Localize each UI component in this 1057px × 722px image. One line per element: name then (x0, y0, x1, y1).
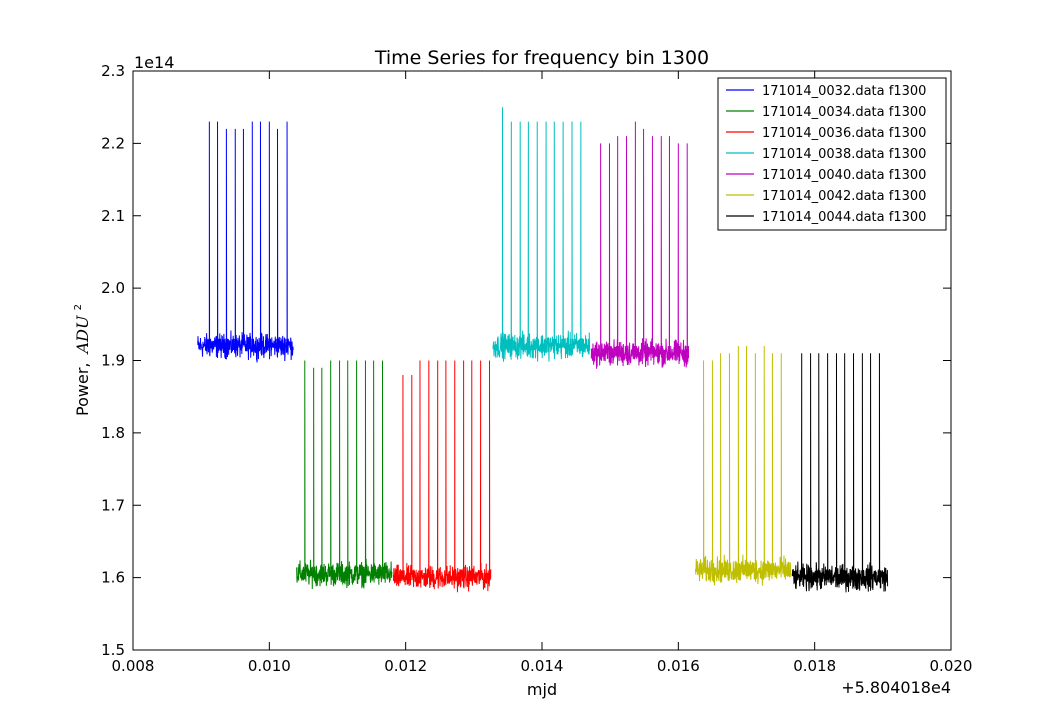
legend: 171014_0032.data f1300 171014_0034.data f… (717, 77, 947, 231)
y-multiplier-label: 1e14 (134, 53, 174, 72)
series-line-0 (197, 121, 294, 363)
x-tick-label: 0.010 (248, 657, 291, 675)
y-tick-label: 1.5 (101, 641, 125, 659)
y-axis-label: Power, ADU 2 (73, 304, 92, 416)
legend-label: 171014_0032.data f1300 (762, 84, 926, 99)
legend-box (717, 77, 947, 231)
legend-label: 171014_0044.data f1300 (762, 210, 926, 225)
series-line-1 (296, 360, 393, 590)
x-axis: 0.008 0.010 0.012 0.014 0.016 0.018 0.020 (112, 71, 973, 675)
x-axis-label: mjd (527, 680, 557, 699)
series-line-2 (392, 360, 492, 593)
legend-label: 171014_0038.data f1300 (762, 147, 926, 162)
x-tick-label: 0.014 (521, 657, 564, 675)
x-offset-label: +5.804018e4 (841, 678, 951, 697)
series-line-3 (492, 107, 591, 362)
legend-label: 171014_0034.data f1300 (762, 105, 926, 120)
y-axis: 1.5 1.6 1.7 1.8 1.9 2.0 2.1 2.2 2.3 (101, 62, 951, 659)
legend-label: 171014_0042.data f1300 (762, 189, 926, 204)
x-tick-label: 0.016 (657, 657, 700, 675)
y-tick-label: 2.2 (101, 134, 125, 152)
x-tick-label: 0.008 (112, 657, 155, 675)
y-axis-label-unit: ADU (73, 315, 92, 355)
y-tick-label: 2.1 (101, 207, 125, 225)
y-tick-label: 1.7 (101, 496, 125, 514)
y-tick-label: 1.9 (101, 352, 125, 370)
x-tick-label: 0.012 (384, 657, 427, 675)
plot-series (197, 107, 889, 593)
y-tick-label: 2.3 (101, 62, 125, 80)
series-line-5 (694, 346, 792, 586)
y-tick-label: 1.8 (101, 424, 125, 442)
x-tick-label: 0.018 (793, 657, 836, 675)
series-line-6 (791, 353, 889, 593)
y-tick-label: 2.0 (101, 279, 125, 297)
y-axis-label-unit-exp: 2 (73, 304, 84, 310)
legend-label: 171014_0040.data f1300 (762, 168, 926, 183)
chart-title: Time Series for frequency bin 1300 (374, 47, 709, 69)
series-line-4 (590, 121, 690, 369)
y-tick-label: 1.6 (101, 569, 125, 587)
y-axis-label-text: Power, (73, 362, 92, 415)
legend-label: 171014_0036.data f1300 (762, 126, 926, 141)
x-tick-label: 0.020 (930, 657, 973, 675)
